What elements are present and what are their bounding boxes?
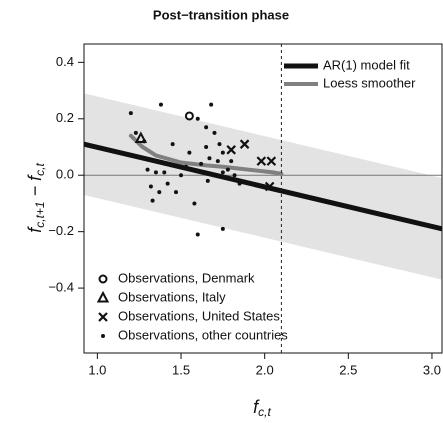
marker-triangle [134, 131, 148, 144]
y-axis-label: fc,t+1 − fc,t [25, 163, 47, 233]
y-axis-label-part: f [25, 174, 45, 181]
marker-dot [232, 173, 237, 178]
marker-dot [204, 145, 209, 149]
y-tick-label: 0.0 [56, 167, 74, 182]
marker-circle [98, 274, 108, 284]
marker-dot [170, 142, 175, 147]
x-axis-label-part: f [253, 397, 260, 417]
marker-dot [215, 159, 220, 164]
marker-dot [207, 156, 212, 161]
marker-dot [220, 150, 225, 155]
x-axis-label-part: c,t [258, 405, 271, 419]
marker-dot [165, 181, 170, 186]
marker-dot [209, 102, 214, 107]
marker-dot [195, 116, 200, 121]
marker-dot [184, 164, 189, 169]
fit-line [128, 133, 284, 176]
fit-line [84, 141, 442, 232]
marker-dot [212, 130, 217, 135]
marker-dot [237, 181, 242, 186]
marker-dot [150, 198, 155, 203]
marker-cross [226, 145, 236, 155]
y-axis-label-part: c,t [33, 163, 47, 176]
marker-dot [187, 150, 192, 155]
legend-label: AR(1) model fit [323, 57, 410, 72]
marker-dot [199, 161, 204, 166]
marker-dot [128, 111, 133, 116]
marker-dot [217, 142, 222, 147]
marker-dot [142, 139, 147, 144]
y-axis-label-part: c,t+1 [33, 201, 47, 227]
marker-dot [145, 167, 150, 172]
y-tick-label: −0.2 [48, 223, 74, 238]
marker-cross [264, 181, 275, 192]
legend-label: Loess smoother [323, 75, 416, 90]
chart-title: Post−transition phase [153, 7, 289, 22]
x-tick-label: 2.5 [339, 362, 357, 377]
marker-dot [162, 170, 167, 175]
y-tick-label: −0.4 [48, 280, 74, 295]
marker-dot [204, 125, 209, 130]
legend-label: Observations, Italy [118, 289, 226, 304]
marker-dot [157, 190, 162, 195]
x-axis-label: fc,t [253, 397, 271, 419]
y-tick-label: 0.2 [56, 110, 74, 125]
marker-dot [179, 173, 184, 178]
marker-dot [195, 232, 200, 237]
marker-dot [220, 170, 225, 175]
x-tick-label: 1.0 [88, 362, 106, 377]
marker-dot [225, 167, 230, 172]
plot-area [84, 93, 442, 280]
legend-label: Observations, other countries [118, 327, 288, 342]
marker-dot [148, 184, 153, 189]
marker-dot [153, 170, 158, 175]
x-tick-label: 2.0 [256, 362, 274, 377]
marker-dot [192, 201, 197, 206]
plot-frame [83, 43, 443, 354]
y-tick-label: 0.4 [56, 54, 74, 69]
marker-dot [158, 102, 163, 107]
y-axis-label-part: f [25, 226, 45, 233]
marker-dot [101, 334, 105, 338]
x-tick-label: 1.5 [172, 362, 190, 377]
x-tick-label: 3.0 [423, 362, 441, 377]
marker-dot [205, 178, 210, 183]
y-axis-label-part: − [25, 181, 45, 202]
marker-cross [98, 312, 108, 322]
marker-cross [256, 156, 267, 166]
marker-cross [239, 139, 250, 149]
marker-dot [133, 130, 138, 135]
marker-dot [229, 159, 234, 164]
marker-circle [184, 111, 194, 121]
marker-dot [174, 190, 179, 195]
marker-cross [266, 156, 277, 166]
legend-label: Observations, United States [118, 308, 280, 323]
marker-dot [220, 226, 225, 231]
legend-label: Observations, Denmark [118, 270, 255, 285]
marker-triangle [96, 290, 110, 303]
